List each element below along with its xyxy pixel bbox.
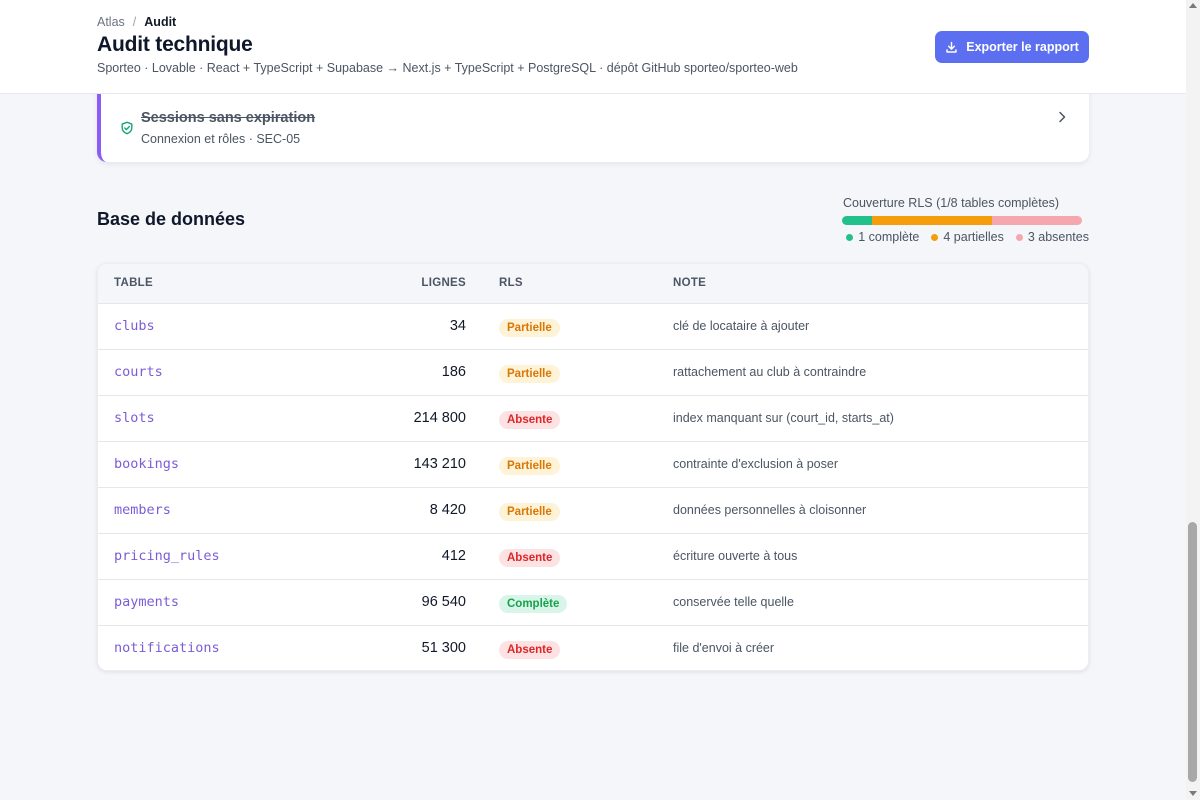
legend-dot-absent (1015, 233, 1023, 241)
rls-coverage-bar (842, 216, 1082, 225)
database-table: TABLE LIGNES RLS NOTE clubs 34 Partielle cl… (97, 263, 1089, 671)
rls-status-badge: Complète (499, 595, 568, 613)
legend-item-absent: 3 absentes (1015, 230, 1089, 244)
rls-coverage-label: Couverture RLS (1/8 tables complètes) (843, 196, 1060, 210)
table-row[interactable]: bookings 143 210 Partielle contrainte d'exc… (98, 442, 1088, 488)
table-note: conservée telle quelle (673, 595, 794, 609)
scrollbar-thumb[interactable] (1188, 522, 1197, 782)
table-name-link[interactable]: notifications (114, 640, 220, 656)
legend-item-partial: 4 partielles (931, 230, 1004, 244)
rls-status-cell: Partielle (499, 364, 560, 383)
table-name-link[interactable]: pricing_rules (114, 548, 220, 564)
column-header-rows: LIGNES (421, 277, 466, 289)
breadcrumb: Atlas / Audit (97, 15, 176, 29)
table-name-link[interactable]: payments (114, 594, 180, 610)
table-name-link[interactable]: clubs (114, 318, 155, 334)
issue-card[interactable]: Sessions sans expiration Connexion et rô… (97, 86, 1089, 162)
table-row[interactable]: members 8 420 Partielle données personnelle… (98, 488, 1088, 534)
rls-status-cell: Partielle (499, 318, 560, 337)
page-subtitle: Sporteo · Lovable · React + TypeScript +… (97, 61, 798, 75)
legend-dot-complete (846, 233, 854, 241)
rls-bar-partial-segment (872, 216, 992, 225)
table-row[interactable]: courts 186 Partielle rattachement au club à… (98, 350, 1088, 396)
table-name-link[interactable]: courts (114, 364, 163, 380)
row-count: 143 210 (413, 456, 466, 472)
chevron-right-icon (1059, 111, 1066, 123)
rls-status-badge: Partielle (499, 365, 560, 383)
row-count: 51 300 (421, 640, 466, 656)
page-header: Atlas / Audit Audit technique Sporteo · … (0, 0, 1186, 94)
breadcrumb-separator: / (132, 15, 137, 29)
rls-status-cell: Complète (499, 594, 568, 613)
download-icon (946, 41, 957, 53)
breadcrumb-current: Audit (144, 15, 177, 29)
scroll-down-arrow-icon[interactable] (1189, 791, 1197, 796)
table-note: contrainte d'exclusion à poser (673, 457, 838, 471)
table-note: données personnelles à cloisonner (673, 503, 867, 517)
rls-status-badge: Absente (499, 549, 561, 567)
rls-bar-complete-segment (842, 216, 872, 225)
legend-label-absent: 3 absentes (1027, 230, 1089, 244)
rls-status-cell: Absente (499, 410, 561, 429)
table-note: clé de locataire à ajouter (673, 319, 810, 333)
export-button-label: Exporter le rapport (966, 40, 1079, 54)
issue-meta: Connexion et rôles · SEC-05 (141, 132, 301, 146)
rls-status-cell: Absente (499, 640, 561, 659)
database-section-title: Base de données (97, 209, 246, 229)
table-row[interactable]: clubs 34 Partielle clé de locataire à ajout… (98, 304, 1088, 350)
table-note: écriture ouverte à tous (673, 549, 798, 563)
row-count: 214 800 (413, 410, 466, 426)
table-note: index manquant sur (court_id, starts_at) (673, 411, 894, 425)
table-row[interactable]: pricing_rules 412 Absente écriture ouverte … (98, 534, 1088, 580)
legend-label-partial: 4 partielles (943, 230, 1004, 244)
table-name-link[interactable]: members (114, 502, 171, 518)
shield-check-icon (121, 121, 133, 135)
table-row[interactable]: notifications 51 300 Absente file d'envoi à… (98, 626, 1088, 670)
table-name-link[interactable]: bookings (114, 456, 180, 472)
legend-dot-partial (931, 233, 939, 241)
table-note: rattachement au club à contraindre (673, 365, 867, 379)
column-header-note: NOTE (673, 277, 707, 289)
column-header-rls: RLS (499, 277, 523, 289)
rls-status-cell: Partielle (499, 456, 560, 475)
rls-status-badge: Absente (499, 411, 561, 429)
breadcrumb-parent-link[interactable]: Atlas (97, 15, 125, 29)
column-header-table: TABLE (114, 277, 153, 289)
table-header-row: TABLE LIGNES RLS NOTE (98, 264, 1088, 304)
scroll-up-arrow-icon[interactable] (1189, 3, 1197, 8)
table-note: file d'envoi à créer (673, 641, 775, 655)
table-row[interactable]: slots 214 800 Absente index manquant sur (c… (98, 396, 1088, 442)
rls-status-badge: Partielle (499, 503, 560, 521)
row-count: 8 420 (429, 502, 466, 518)
table-row[interactable]: payments 96 540 Complète conservée telle qu… (98, 580, 1088, 626)
rls-status-cell: Absente (499, 548, 561, 567)
legend-label-complete: 1 complète (858, 230, 920, 244)
rls-status-badge: Partielle (499, 319, 560, 337)
row-count: 34 (449, 318, 466, 334)
rls-bar-absent-segment (992, 216, 1082, 225)
row-count: 96 540 (421, 594, 466, 610)
table-body: clubs 34 Partielle clé de locataire à ajout… (98, 304, 1088, 670)
rls-status-cell: Partielle (499, 502, 560, 521)
row-count: 186 (441, 364, 466, 380)
export-report-button[interactable]: Exporter le rapport (935, 31, 1089, 63)
rls-status-badge: Partielle (499, 457, 560, 475)
legend-item-complete: 1 complète (846, 230, 919, 244)
rls-status-badge: Absente (499, 641, 561, 659)
issue-title: Sessions sans expiration (141, 110, 316, 126)
row-count: 412 (441, 548, 466, 564)
rls-coverage-legend: 1 complète 4 partielles 3 absentes (846, 230, 1089, 244)
table-name-link[interactable]: slots (114, 410, 155, 426)
page-title: Audit technique (97, 33, 253, 56)
